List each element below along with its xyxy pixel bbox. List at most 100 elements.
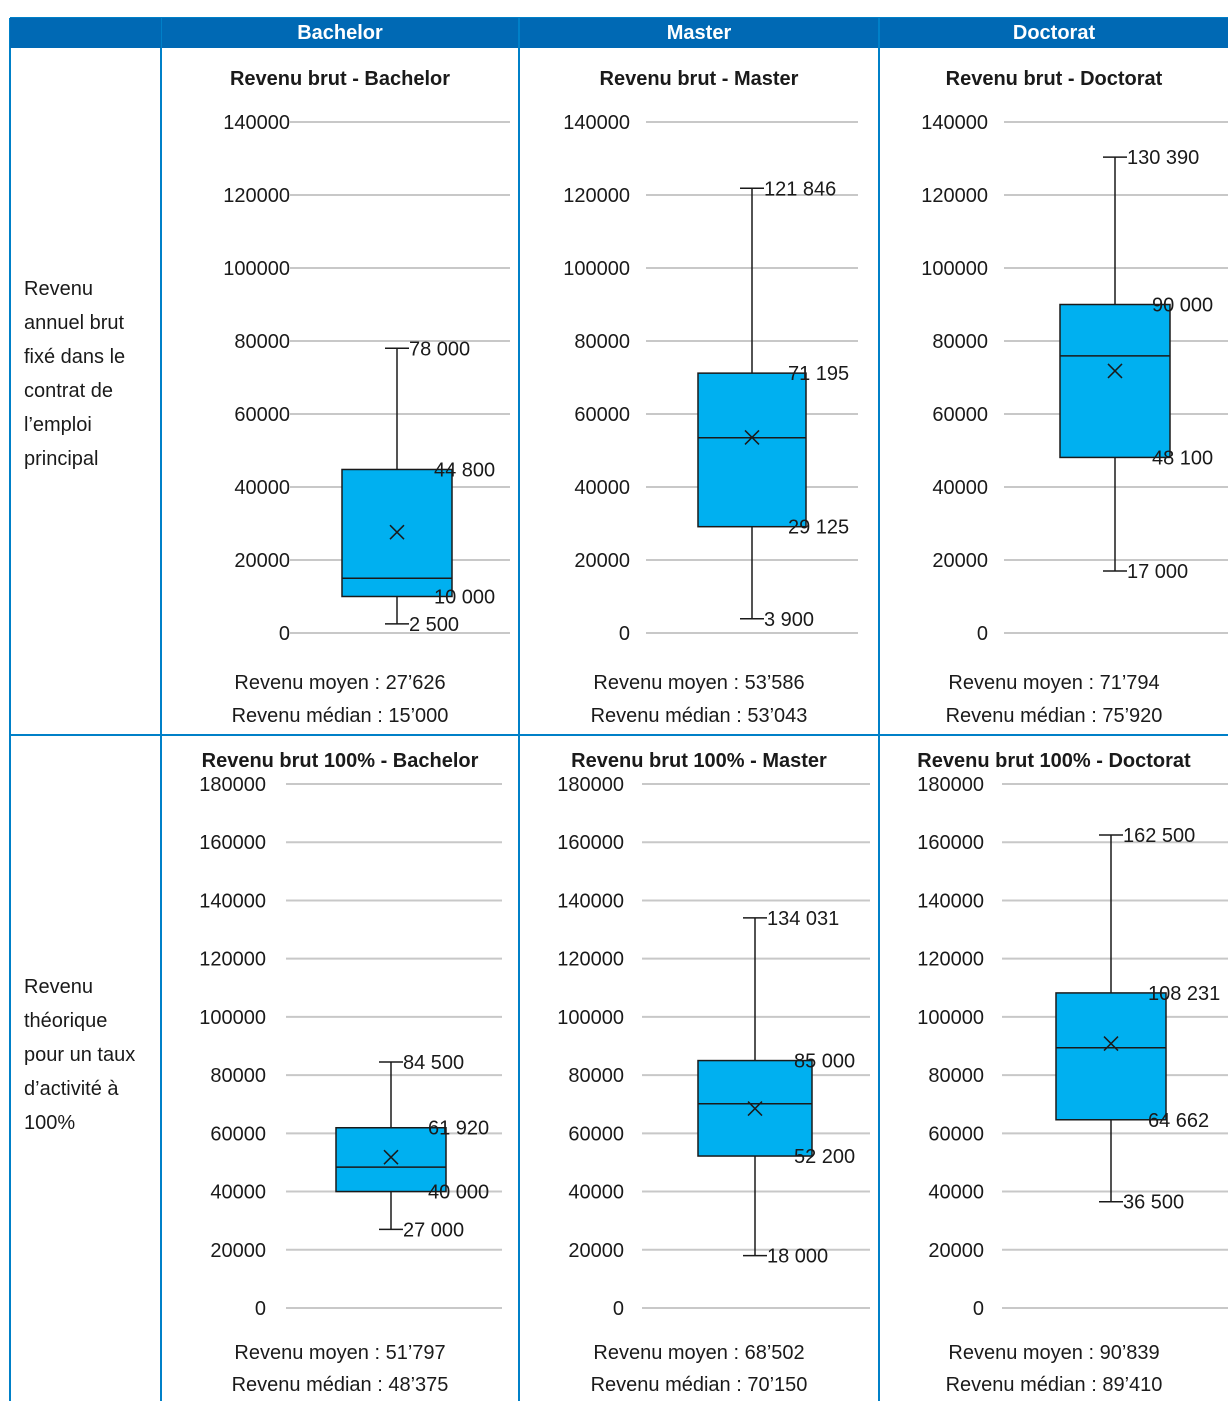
y-tick-label: 60000 bbox=[574, 404, 630, 426]
median-caption: Revenu médian : 48’375 bbox=[231, 1374, 449, 1396]
boxplot-chart: Revenu brut - Master 0 20000 40000 60000 8000… bbox=[563, 68, 858, 645]
y-tick-label: 140000 bbox=[557, 890, 624, 912]
y-tick-label: 160000 bbox=[917, 832, 984, 854]
chart-title: Revenu brut 100% - Master bbox=[571, 750, 827, 772]
boxplot-chart: Revenu brut - Doctorat 0 20000 40000 60000 80… bbox=[921, 68, 1228, 645]
y-tick-label: 100000 bbox=[223, 258, 290, 280]
y-tick-label: 100000 bbox=[557, 1007, 624, 1029]
max-label: 134 031 bbox=[767, 908, 839, 930]
y-tick-label: 40000 bbox=[928, 1182, 984, 1204]
y-tick-label: 180000 bbox=[917, 774, 984, 796]
boxplot-chart: Revenu brut - Bachelor 0 20000 40000 60000 80… bbox=[223, 68, 510, 645]
y-tick-label: 160000 bbox=[557, 832, 624, 854]
y-tick-label: 60000 bbox=[932, 404, 988, 426]
y-tick-label: 120000 bbox=[557, 949, 624, 971]
y-tick-label: 20000 bbox=[574, 550, 630, 572]
y-tick-label: 0 bbox=[977, 623, 988, 645]
chart-title: Revenu brut 100% - Doctorat bbox=[917, 750, 1191, 772]
chart-cell: Revenu brut - Master 0 20000 40000 60000 8000… bbox=[520, 48, 878, 734]
y-tick-label: 120000 bbox=[223, 185, 290, 207]
y-tick-label: 0 bbox=[279, 623, 290, 645]
y-tick-label: 120000 bbox=[563, 185, 630, 207]
mean-marker bbox=[747, 1101, 763, 1117]
q1-label: 64 662 bbox=[1148, 1110, 1209, 1132]
y-tick-label: 0 bbox=[613, 1298, 624, 1320]
y-tick-label: 180000 bbox=[557, 774, 624, 796]
max-label: 78 000 bbox=[409, 338, 470, 360]
chart-cell: Revenu brut 100% - Doctorat 0 20000 40000 60… bbox=[880, 736, 1228, 1401]
chart-title: Revenu brut - Bachelor bbox=[230, 68, 450, 90]
min-label: 27 000 bbox=[403, 1219, 464, 1241]
median-caption: Revenu médian : 53’043 bbox=[590, 705, 808, 727]
mean-marker bbox=[1107, 363, 1123, 379]
q3-label: 71 195 bbox=[788, 363, 849, 385]
y-tick-label: 120000 bbox=[199, 949, 266, 971]
y-tick-label: 80000 bbox=[932, 331, 988, 353]
header-doctorat: Doctorat bbox=[880, 18, 1228, 48]
y-tick-label: 100000 bbox=[199, 1007, 266, 1029]
mean-marker bbox=[744, 429, 760, 445]
y-tick-label: 0 bbox=[973, 1298, 984, 1320]
median-caption: Revenu médian : 75’920 bbox=[945, 705, 1163, 727]
y-tick-label: 80000 bbox=[210, 1065, 266, 1087]
y-tick-label: 40000 bbox=[210, 1182, 266, 1204]
mean-caption: Revenu moyen : 71’794 bbox=[948, 672, 1160, 694]
y-tick-label: 160000 bbox=[199, 832, 266, 854]
q3-label: 44 800 bbox=[434, 459, 495, 481]
max-label: 162 500 bbox=[1123, 825, 1195, 847]
q1-label: 10 000 bbox=[434, 587, 495, 609]
y-tick-label: 120000 bbox=[921, 185, 988, 207]
median-caption: Revenu médian : 15’000 bbox=[231, 705, 449, 727]
y-tick-label: 60000 bbox=[928, 1123, 984, 1145]
chart-title: Revenu brut - Master bbox=[600, 68, 799, 90]
y-tick-label: 40000 bbox=[234, 477, 290, 499]
y-tick-label: 140000 bbox=[223, 112, 290, 134]
q3-label: 108 231 bbox=[1148, 983, 1220, 1005]
y-tick-label: 20000 bbox=[568, 1240, 624, 1262]
y-tick-label: 80000 bbox=[234, 331, 290, 353]
mean-marker bbox=[389, 524, 405, 540]
y-tick-label: 0 bbox=[255, 1298, 266, 1320]
y-tick-label: 180000 bbox=[199, 774, 266, 796]
y-tick-label: 20000 bbox=[210, 1240, 266, 1262]
iqr-box bbox=[1055, 992, 1167, 1121]
y-tick-label: 60000 bbox=[210, 1123, 266, 1145]
max-label: 121 846 bbox=[764, 178, 836, 200]
q3-label: 90 000 bbox=[1152, 295, 1213, 317]
q1-label: 29 125 bbox=[788, 517, 849, 539]
mean-caption: Revenu moyen : 90’839 bbox=[948, 1342, 1160, 1364]
y-tick-label: 20000 bbox=[234, 550, 290, 572]
mean-caption: Revenu moyen : 51’797 bbox=[234, 1342, 446, 1364]
q3-label: 61 920 bbox=[428, 1118, 489, 1140]
mean-caption: Revenu moyen : 27’626 bbox=[234, 672, 446, 694]
mean-marker bbox=[383, 1149, 399, 1165]
y-tick-label: 140000 bbox=[563, 112, 630, 134]
y-tick-label: 140000 bbox=[199, 890, 266, 912]
y-tick-label: 80000 bbox=[568, 1065, 624, 1087]
y-tick-label: 120000 bbox=[917, 949, 984, 971]
min-label: 17 000 bbox=[1127, 561, 1188, 583]
min-label: 2 500 bbox=[409, 614, 459, 636]
boxplot-chart: Revenu brut 100% - Doctorat 0 20000 40000 60… bbox=[917, 750, 1228, 1320]
min-label: 18 000 bbox=[767, 1246, 828, 1268]
header-bachelor: Bachelor bbox=[162, 18, 518, 48]
median-caption: Revenu médian : 89’410 bbox=[945, 1374, 1163, 1396]
chart-cell: Revenu brut - Bachelor 0 20000 40000 60000 80… bbox=[162, 48, 518, 734]
chart-cell: Revenu brut - Doctorat 0 20000 40000 60000 80… bbox=[880, 48, 1228, 734]
mean-marker bbox=[1103, 1036, 1119, 1052]
boxplot-chart: Revenu brut 100% - Master 0 20000 40000 6000… bbox=[557, 750, 870, 1320]
mean-caption: Revenu moyen : 53’586 bbox=[593, 672, 805, 694]
min-label: 36 500 bbox=[1123, 1192, 1184, 1214]
y-tick-label: 80000 bbox=[928, 1065, 984, 1087]
row-label-theoretical-income: Revenu théorique pour un taux d’activité… bbox=[24, 976, 136, 1134]
boxplot-chart: Revenu brut 100% - Bachelor 0 20000 40000 60… bbox=[199, 750, 502, 1320]
y-tick-label: 140000 bbox=[921, 112, 988, 134]
y-tick-label: 140000 bbox=[917, 890, 984, 912]
chart-title: Revenu brut - Doctorat bbox=[946, 68, 1163, 90]
y-tick-label: 60000 bbox=[234, 404, 290, 426]
iqr-box bbox=[335, 1126, 447, 1193]
median-caption: Revenu médian : 70’150 bbox=[590, 1374, 808, 1396]
y-tick-label: 0 bbox=[619, 623, 630, 645]
iqr-box bbox=[1059, 303, 1171, 459]
min-label: 3 900 bbox=[764, 609, 814, 631]
